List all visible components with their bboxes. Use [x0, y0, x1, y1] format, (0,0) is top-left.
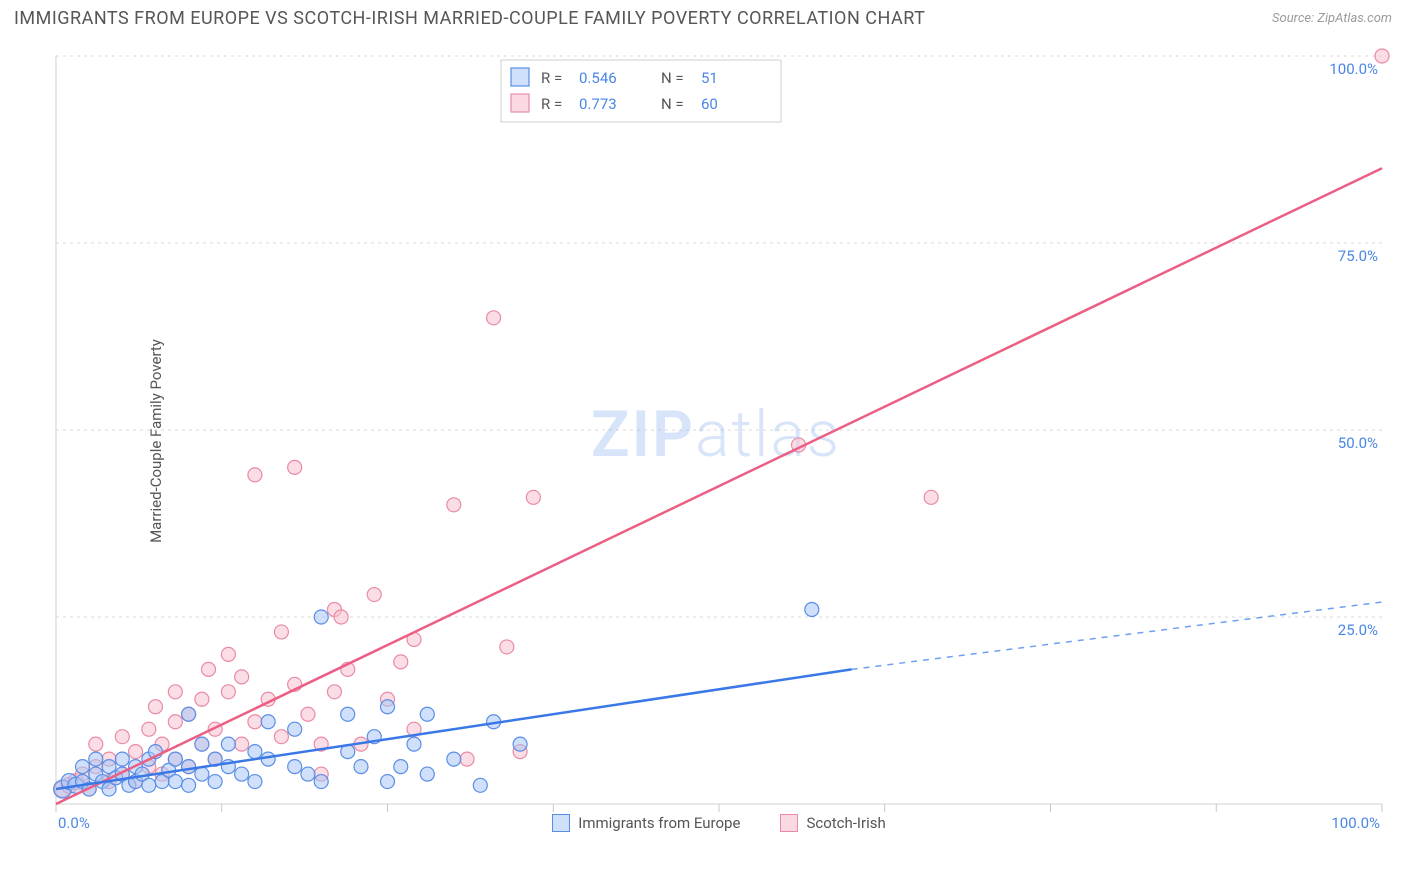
source-attribution: Source: ZipAtlas.com	[1272, 11, 1392, 26]
svg-text:60: 60	[701, 95, 718, 113]
legend-stats: R = 0.546 N = 51 R = 0.773 N = 60	[501, 60, 781, 122]
trend-lines	[56, 168, 1382, 804]
svg-text:0.546: 0.546	[579, 69, 617, 87]
chart-title: IMMIGRANTS FROM EUROPE VS SCOTCH-IRISH M…	[14, 8, 925, 29]
legend-item-pink: Scotch-Irish	[780, 814, 885, 832]
watermark: ZIPatlas	[591, 397, 841, 472]
svg-text:51: 51	[701, 69, 718, 87]
chart-header: IMMIGRANTS FROM EUROPE VS SCOTCH-IRISH M…	[0, 0, 1406, 33]
svg-text:R =: R =	[541, 95, 562, 113]
svg-text:N =: N =	[661, 69, 684, 87]
svg-text:0.773: 0.773	[579, 95, 617, 113]
svg-text:25.0%: 25.0%	[1338, 621, 1378, 639]
svg-text:N =: N =	[661, 95, 684, 113]
plot-area: Married-Couple Family Poverty ZIPatlas R…	[46, 46, 1392, 836]
svg-text:100.0%: 100.0%	[1329, 60, 1378, 78]
bottom-legend: Immigrants from Europe Scotch-Irish	[46, 814, 1392, 832]
svg-text:R =: R =	[541, 69, 562, 87]
svg-text:75.0%: 75.0%	[1338, 247, 1378, 265]
legend-swatch-blue	[552, 814, 570, 832]
scatter-chart: ZIPatlas R = 0.546 N = 51 R = 0.773 N = 60 25.0…	[46, 46, 1392, 836]
legend-item-blue: Immigrants from Europe	[552, 814, 740, 832]
legend-label-blue: Immigrants from Europe	[578, 814, 740, 832]
svg-text:50.0%: 50.0%	[1338, 434, 1378, 452]
grid	[56, 56, 1382, 617]
scatter-blue	[54, 603, 819, 799]
legend-label-pink: Scotch-Irish	[806, 814, 885, 832]
legend-swatch-pink	[780, 814, 798, 832]
